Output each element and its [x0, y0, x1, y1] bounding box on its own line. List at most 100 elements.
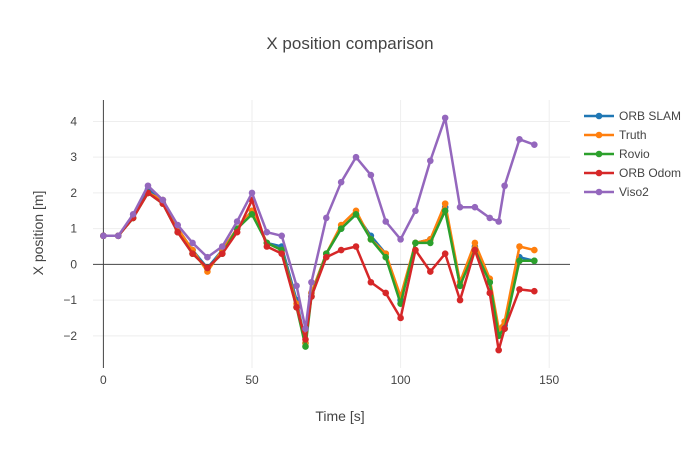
data-point	[264, 243, 271, 250]
series-viso2	[100, 115, 538, 332]
data-point	[174, 222, 181, 229]
legend-label: ORB Odom	[619, 166, 681, 180]
data-point	[293, 283, 300, 290]
data-point	[204, 265, 211, 272]
data-point	[338, 179, 345, 186]
data-point	[368, 172, 375, 179]
series-rovio	[100, 190, 538, 350]
data-point	[516, 136, 523, 143]
data-point	[486, 215, 493, 222]
data-point	[219, 250, 226, 257]
data-point	[457, 297, 464, 304]
data-point	[442, 250, 449, 257]
data-point	[427, 240, 434, 247]
data-point	[264, 229, 271, 236]
data-point	[531, 141, 538, 148]
legend-label: Viso2	[619, 185, 649, 199]
series-lines	[100, 115, 538, 354]
data-point	[293, 304, 300, 311]
data-point	[145, 182, 152, 189]
data-point	[501, 325, 508, 332]
data-point	[368, 279, 375, 286]
data-point	[100, 232, 107, 239]
chart-title: X position comparison	[0, 34, 700, 54]
data-point	[427, 157, 434, 164]
data-point	[501, 182, 508, 189]
data-point	[323, 254, 330, 261]
data-point	[442, 115, 449, 122]
data-point	[472, 204, 479, 211]
y-axis-label: X position [m]	[30, 191, 46, 276]
series-line	[103, 118, 534, 329]
data-point	[531, 288, 538, 295]
data-point	[249, 190, 256, 197]
data-point	[302, 343, 309, 350]
data-point	[278, 232, 285, 239]
legend-item[interactable]: Rovio	[584, 144, 681, 163]
y-tick-label: 1	[70, 222, 77, 236]
data-point	[472, 240, 479, 247]
y-tick-label: 0	[70, 257, 77, 271]
legend-label: ORB SLAM	[619, 109, 681, 123]
data-point	[308, 279, 315, 286]
data-point	[189, 240, 196, 247]
data-point	[338, 247, 345, 254]
data-point	[234, 218, 241, 225]
y-tick-label: −2	[63, 329, 77, 343]
y-tick-label: 2	[70, 186, 77, 200]
data-point	[531, 247, 538, 254]
data-point	[130, 211, 137, 218]
legend-item[interactable]: ORB Odom	[584, 163, 681, 182]
data-point	[516, 243, 523, 250]
data-point	[495, 347, 502, 354]
y-tick-label: 3	[70, 150, 77, 164]
data-point	[302, 325, 309, 332]
legend-label: Truth	[619, 128, 647, 142]
data-point	[323, 215, 330, 222]
data-point	[249, 211, 256, 218]
data-point	[338, 225, 345, 232]
y-tick-label: 4	[70, 114, 77, 128]
data-point	[412, 247, 419, 254]
data-point	[382, 218, 389, 225]
data-point	[368, 236, 375, 243]
x-tick-label: 150	[539, 373, 559, 387]
data-point	[278, 250, 285, 257]
data-point	[457, 204, 464, 211]
data-point	[219, 243, 226, 250]
data-point	[486, 290, 493, 297]
data-point	[495, 218, 502, 225]
data-point	[427, 268, 434, 275]
data-point	[412, 240, 419, 247]
data-point	[442, 207, 449, 214]
data-point	[353, 154, 360, 161]
data-point	[115, 232, 122, 239]
legend: ORB SLAM Truth Rovio ORB Odom Viso2	[584, 106, 681, 201]
legend-item[interactable]: ORB SLAM	[584, 106, 681, 125]
data-point	[234, 229, 241, 236]
x-axis-label: Time [s]	[110, 408, 570, 424]
data-point	[174, 229, 181, 236]
x-tick-label: 50	[245, 373, 259, 387]
data-point	[442, 200, 449, 207]
tick-labels: −2 −1 0 1 2 3 4 0 50 100 150	[63, 114, 559, 387]
data-point	[397, 315, 404, 322]
legend-item[interactable]: Truth	[584, 125, 681, 144]
data-point	[353, 243, 360, 250]
data-point	[472, 247, 479, 254]
data-point	[382, 254, 389, 261]
data-point	[412, 207, 419, 214]
x-tick-label: 100	[391, 373, 411, 387]
data-point	[160, 197, 167, 204]
data-point	[353, 211, 360, 218]
legend-swatch	[584, 130, 614, 140]
series-truth	[100, 190, 538, 347]
legend-swatch	[584, 187, 614, 197]
data-point	[516, 258, 523, 265]
data-point	[189, 250, 196, 257]
data-point	[397, 236, 404, 243]
data-point	[302, 336, 309, 343]
legend-item[interactable]: Viso2	[584, 182, 681, 201]
legend-swatch	[584, 149, 614, 159]
